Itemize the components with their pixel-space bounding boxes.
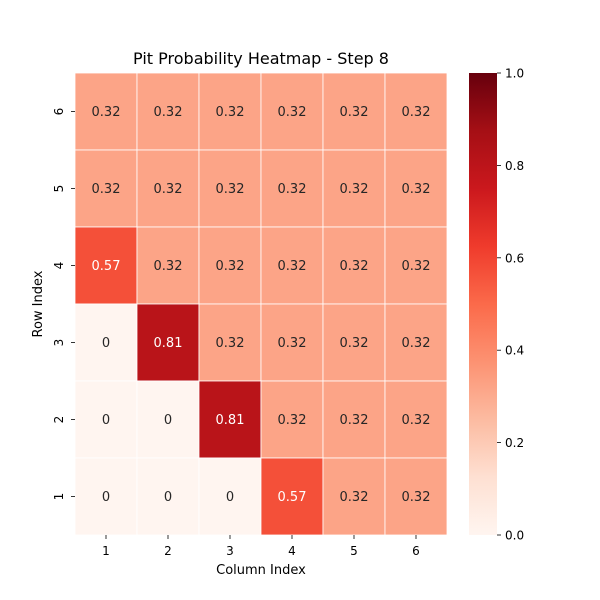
heatmap-cell (260, 226, 324, 305)
cell-value-label: 0.32 (340, 336, 369, 351)
cell-value-label: 0.32 (154, 105, 183, 120)
heatmap-cell (322, 72, 386, 151)
cell-value-label: 0.81 (216, 413, 245, 428)
cell-value-label: 0.32 (340, 413, 369, 428)
y-tick-label: 4 (52, 262, 66, 270)
colorbar-tick-label: 0.6 (505, 251, 524, 265)
x-axis: 1 2 3 4 5 6 (102, 535, 420, 558)
cell-value-label: 0.32 (216, 259, 245, 274)
cell-value-label: 0.32 (92, 105, 121, 120)
y-tick-label: 5 (52, 185, 66, 193)
cell-value-label: 0.32 (278, 336, 307, 351)
cell-value-label: 0 (102, 490, 110, 505)
x-tick-label: 3 (226, 544, 234, 558)
cell-value-label: 0.32 (340, 259, 369, 274)
cell-value-label: 0.32 (402, 182, 431, 197)
cell-value-label: 0.32 (340, 105, 369, 120)
heatmap-cell (198, 380, 262, 459)
cell-value-label: 0 (164, 413, 172, 428)
cell-value-label: 0 (226, 490, 234, 505)
cell-value-label: 0 (164, 490, 172, 505)
heatmap-cell (136, 303, 200, 382)
heatmap-cell (198, 303, 262, 382)
heatmap-cell (384, 72, 448, 151)
cell-value-label: 0.32 (278, 259, 307, 274)
cell-value-label: 0.57 (278, 490, 307, 505)
x-tick-label: 2 (164, 544, 172, 558)
y-tick-label: 3 (52, 339, 66, 347)
cell-value-label: 0.32 (402, 413, 431, 428)
cell-value-label: 0.32 (216, 336, 245, 351)
cell-value-label: 0.32 (402, 336, 431, 351)
heatmap-cell (74, 303, 138, 382)
chart-title: Pit Probability Heatmap - Step 8 (133, 49, 389, 68)
heatmap-cell (384, 149, 448, 228)
y-tick-label: 1 (52, 493, 66, 501)
heatmap-cell (74, 457, 138, 536)
heatmap-cell (260, 303, 324, 382)
heatmap-cell (260, 72, 324, 151)
heatmap-cell (384, 226, 448, 305)
cell-value-label: 0.32 (278, 182, 307, 197)
x-tick-label: 1 (102, 544, 110, 558)
colorbar-tick-label: 0.0 (505, 529, 524, 543)
cell-value-label: 0.32 (402, 259, 431, 274)
x-tick-label: 4 (288, 544, 296, 558)
cell-value-label: 0.32 (216, 105, 245, 120)
cell-value-label: 0.32 (216, 182, 245, 197)
heatmap-cell (198, 72, 262, 151)
cell-value-label: 0.32 (340, 490, 369, 505)
heatmap-cell (74, 380, 138, 459)
heatmap-cell (384, 457, 448, 536)
cell-value-label: 0 (102, 336, 110, 351)
heatmap-cell (260, 149, 324, 228)
cell-value-label: 0 (102, 413, 110, 428)
cell-value-label: 0.81 (154, 336, 183, 351)
cell-value-label: 0.32 (154, 259, 183, 274)
cell-value-label: 0.32 (278, 413, 307, 428)
heatmap-cell (136, 149, 200, 228)
x-axis-label: Column Index (216, 563, 306, 578)
heatmap-cell (322, 457, 386, 536)
cell-value-label: 0.32 (340, 182, 369, 197)
colorbar-tick-label: 0.4 (505, 344, 524, 358)
heatmap-cell (136, 72, 200, 151)
cell-value-label: 0.57 (92, 259, 121, 274)
colorbar-tick-label: 0.8 (505, 159, 524, 173)
heatmap-cell-labels: 0.32 0.32 0.32 0.32 0.32 0.32 0.32 0.32 0.32 0.32… (92, 105, 431, 505)
cell-value-label: 0.32 (154, 182, 183, 197)
heatmap-cell (322, 380, 386, 459)
heatmap-cells (74, 72, 448, 536)
y-axis-label: Row Index (31, 270, 46, 337)
heatmap-cell (384, 380, 448, 459)
heatmap-cell (74, 72, 138, 151)
cell-value-label: 0.32 (278, 105, 307, 120)
heatmap-cell (136, 226, 200, 305)
colorbar-bar (469, 73, 497, 535)
heatmap-cell (74, 226, 138, 305)
y-tick-label: 2 (52, 416, 66, 424)
y-axis: 6 5 4 3 2 1 (52, 108, 75, 501)
heatmap-cell (322, 303, 386, 382)
colorbar-tick-label: 0.2 (505, 436, 524, 450)
colorbar-tick-label: 1.0 (505, 67, 524, 81)
heatmap-cell (260, 380, 324, 459)
cell-value-label: 0.32 (92, 182, 121, 197)
x-tick-label: 6 (412, 544, 420, 558)
x-tick-label: 5 (350, 544, 358, 558)
cell-value-label: 0.32 (402, 490, 431, 505)
heatmap-cell (322, 226, 386, 305)
y-tick-label: 6 (52, 108, 66, 116)
colorbar: 0.0 0.2 0.4 0.6 0.8 1.0 (469, 67, 524, 543)
cell-value-label: 0.32 (402, 105, 431, 120)
heatmap-cell (384, 303, 448, 382)
